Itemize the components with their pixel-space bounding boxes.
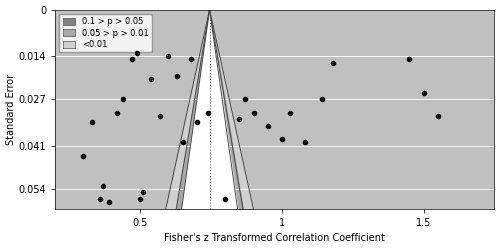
Y-axis label: Standard Error: Standard Error bbox=[6, 74, 16, 145]
Point bbox=[250, 111, 258, 115]
Point bbox=[187, 57, 195, 61]
Point bbox=[278, 137, 286, 141]
X-axis label: Fisher's z Transformed Correlation Coefficient: Fisher's z Transformed Correlation Coeff… bbox=[164, 234, 385, 244]
Point bbox=[286, 111, 294, 115]
Point bbox=[136, 197, 144, 201]
Point bbox=[434, 114, 442, 118]
Point bbox=[156, 114, 164, 118]
Point bbox=[128, 57, 136, 61]
Point bbox=[119, 97, 127, 101]
Point bbox=[178, 140, 186, 144]
Point bbox=[329, 61, 337, 65]
Point bbox=[420, 91, 428, 95]
Point bbox=[406, 57, 413, 61]
Point bbox=[236, 117, 244, 121]
Point bbox=[221, 197, 229, 201]
Point bbox=[164, 54, 172, 58]
Point bbox=[134, 51, 141, 55]
Point bbox=[318, 97, 326, 101]
Point bbox=[300, 140, 308, 144]
Point bbox=[204, 111, 212, 115]
Point bbox=[96, 197, 104, 201]
Point bbox=[148, 77, 156, 81]
Point bbox=[80, 154, 88, 158]
Point bbox=[114, 111, 122, 115]
Point bbox=[173, 74, 181, 78]
Point bbox=[88, 121, 96, 124]
Point bbox=[241, 97, 249, 101]
Point bbox=[139, 190, 147, 194]
Point bbox=[193, 121, 201, 124]
Legend: 0.1 > p > 0.05, 0.05 > p > 0.01, <0.01: 0.1 > p > 0.05, 0.05 > p > 0.01, <0.01 bbox=[60, 14, 152, 52]
Point bbox=[105, 200, 113, 204]
Point bbox=[264, 124, 272, 128]
Point bbox=[100, 184, 108, 187]
